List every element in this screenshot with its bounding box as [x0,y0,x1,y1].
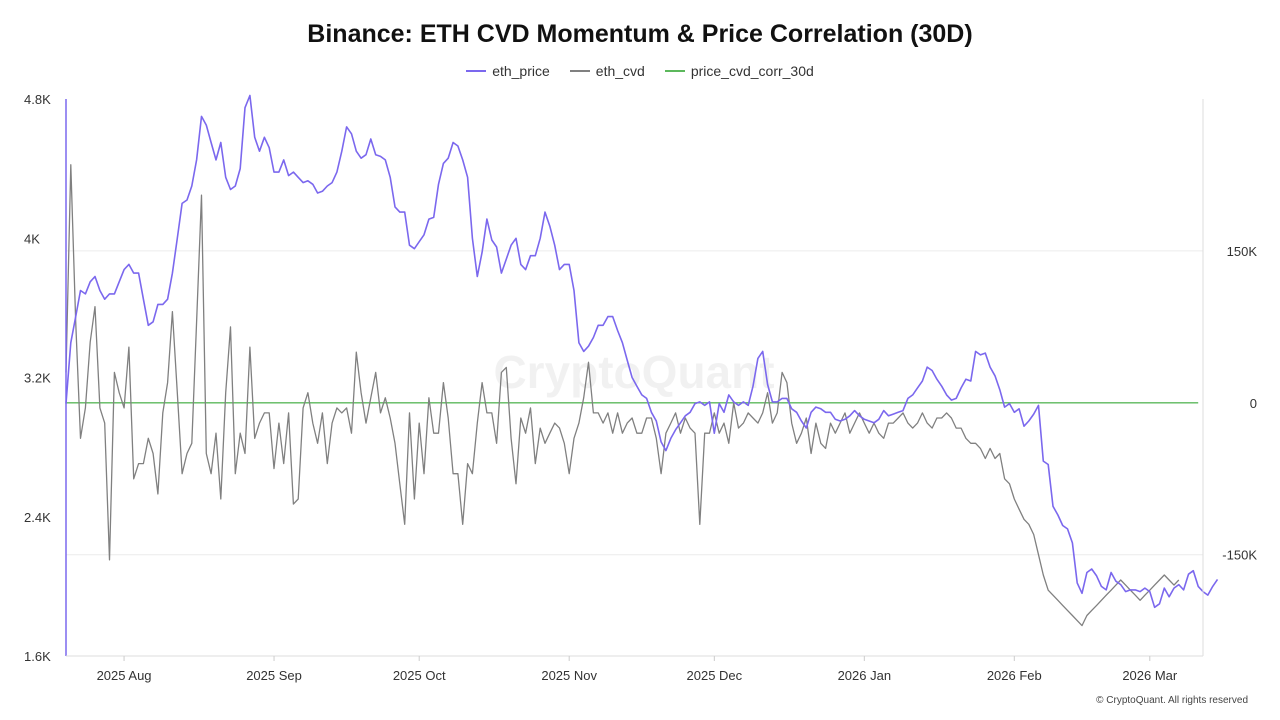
chart-title: Binance: ETH CVD Momentum & Price Correl… [307,20,973,48]
y-left-tick-label: 4.8K [24,92,51,107]
legend-label-eth-price: eth_price [492,63,550,79]
legend-item-eth-cvd[interactable]: eth_cvd [569,63,645,79]
watermark: CryptoQuant [493,346,774,398]
legend-item-corr[interactable]: price_cvd_corr_30d [664,63,814,79]
legend-item-eth-price[interactable]: eth_price [466,63,550,79]
x-tick-label: 2025 Oct [393,668,446,683]
legend-swatch-corr [664,70,685,72]
x-tick-label: 2026 Mar [1122,668,1178,683]
x-tick-label: 2025 Aug [97,668,152,683]
y-right-tick-label: 0 [1250,396,1257,411]
series-line-eth-price[interactable] [65,94,1219,609]
y-left-tick-label: 3.2K [24,371,51,386]
grid-lines [66,250,1203,556]
x-tick-label: 2025 Nov [541,668,597,683]
legend-swatch-eth-cvd [569,70,590,72]
y-left-tick-label: 1.6K [24,649,51,664]
x-tick-label: 2025 Sep [246,668,302,683]
y-left-tick-label: 2.4K [24,510,51,525]
axes: 1.6K 2.4K 3.2K 4K 4.8K -150K 0 150K 2025 Aug 2025… [24,92,1257,683]
y-left-tick-label: 4K [24,231,40,246]
legend-label-corr: price_cvd_corr_30d [690,63,814,79]
series-line-eth-cvd[interactable] [65,164,1180,627]
y-right-tick-label: -150K [1222,548,1257,563]
legend: eth_price eth_cvd price_cvd_corr_30d [0,63,1280,79]
x-tick-label: 2026 Feb [987,668,1042,683]
series-layer [65,94,1219,627]
x-tick-label: 2025 Dec [687,668,743,683]
x-tick-label: 2026 Jan [838,668,892,683]
y-right-tick-label: 150K [1227,244,1258,259]
legend-label-eth-cvd: eth_cvd [595,63,645,79]
legend-swatch-eth-price [466,70,487,72]
copyright-footer: © CryptoQuant. All rights reserved [1096,695,1248,706]
